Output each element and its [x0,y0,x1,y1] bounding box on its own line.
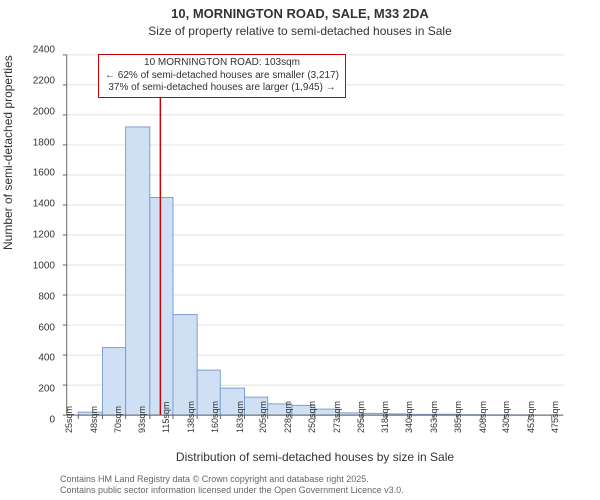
y-axis-label: Number of semi-detached properties [1,55,15,250]
y-tick: 1600 [33,168,55,179]
page-title: 10, MORNINGTON ROAD, SALE, M33 2DA [0,0,600,22]
property-callout: 10 MORNINGTON ROAD: 103sqm ← 62% of semi… [98,54,346,98]
y-tick: 1400 [33,199,55,210]
y-tick: 200 [38,384,55,395]
y-tick: 0 [49,415,55,426]
callout-line3: 37% of semi-detached houses are larger (… [105,82,339,95]
page-subtitle: Size of property relative to semi-detach… [0,22,600,38]
y-tick: 2400 [33,45,55,56]
y-tick: 800 [38,291,55,302]
histogram-plot [60,50,570,420]
x-axis-label: Distribution of semi-detached houses by … [60,450,570,464]
y-tick: 2200 [33,75,55,86]
y-tick: 1000 [33,260,55,271]
footer-line1: Contains HM Land Registry data © Crown c… [60,474,404,485]
callout-line2: ← 62% of semi-detached houses are smalle… [105,70,339,83]
y-tick: 2000 [33,106,55,117]
attribution-footer: Contains HM Land Registry data © Crown c… [60,474,404,496]
footer-line2: Contains public sector information licen… [60,485,404,496]
y-tick: 1200 [33,230,55,241]
y-tick: 400 [38,353,55,364]
chart-area: 10 MORNINGTON ROAD: 103sqm ← 62% of semi… [60,50,570,420]
callout-line1: 10 MORNINGTON ROAD: 103sqm [105,57,339,70]
y-tick: 1800 [33,137,55,148]
y-tick: 600 [38,322,55,333]
